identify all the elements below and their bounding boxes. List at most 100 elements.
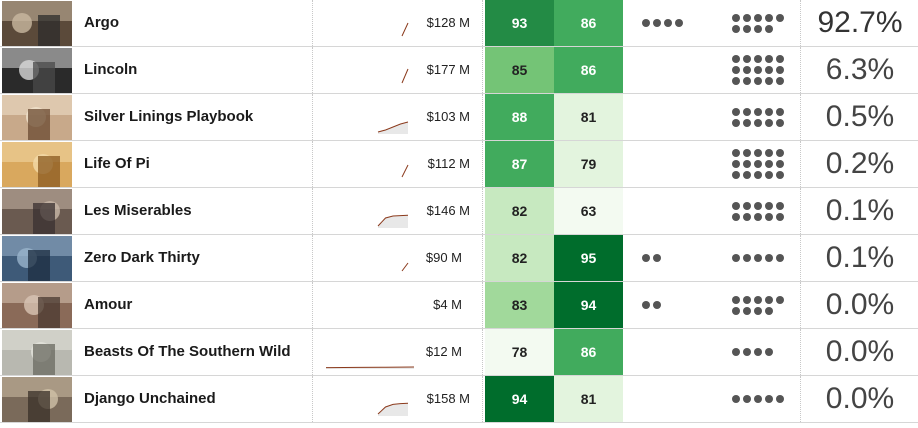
dot [732,171,740,179]
wins-dots [732,376,784,422]
dot [765,348,773,356]
dot [754,171,762,179]
movie-title[interactable]: Argo [84,14,119,31]
column-divider [312,47,313,93]
movie-row[interactable]: Silver Linings Playbook $103 M 88 81 0.5% [0,94,918,141]
audience-score-cell: 79 [554,141,623,187]
column-divider [800,376,801,422]
dot-grid-b [732,295,784,315]
column-divider [800,282,801,328]
dot [642,19,650,27]
sparkline-area [378,122,408,134]
dot [732,118,740,127]
dot [642,301,650,309]
movie-title[interactable]: Zero Dark Thirty [84,249,200,266]
box-office-gross: $177 M [426,62,470,77]
movie-title[interactable]: Beasts Of The Southern Wild [84,343,291,360]
win-probability: 92.7% [817,6,903,39]
column-divider [800,235,801,281]
movie-title[interactable]: Silver Linings Playbook [84,108,254,125]
win-probability: 0.0% [825,382,895,415]
dot [743,306,751,315]
dot [732,107,740,116]
dot [765,66,773,74]
dot [776,149,784,157]
zero-dark-thirty-poster-thumbnail [2,236,72,281]
win-probability: 0.5% [825,100,895,133]
dot [732,212,740,221]
dot [743,118,751,127]
dot [743,212,751,221]
dot [776,295,784,304]
sparkline-line [377,121,409,133]
wins-dots [732,0,784,46]
audience-score-cell: 86 [554,47,623,93]
column-divider [312,329,313,375]
dot [732,254,740,262]
dot [732,149,740,157]
dot-grid-b [732,201,784,221]
movie-title[interactable]: Amour [84,296,133,313]
dot [743,295,751,304]
dot [754,77,762,85]
dot [743,171,751,179]
sparkline-line [401,262,409,272]
dot [765,107,773,116]
movie-row[interactable]: Lincoln $177 M 85 86 6.3% [0,47,918,94]
dot [664,19,672,27]
dot [765,77,773,85]
dot [754,160,762,168]
dot [653,19,661,27]
dot-grid-a [642,19,683,27]
movie-row[interactable]: Argo $128 M 93 86 92.7% [0,0,918,47]
nominations-dots [642,0,683,46]
movie-row[interactable]: Life Of Pi $112 M 87 79 0.2% [0,141,918,188]
dot [675,19,683,27]
dot [732,160,740,168]
dot [743,348,751,356]
dot [743,160,751,168]
audience-score-cell: 86 [554,0,623,46]
box-office-gross: $90 M [425,250,462,265]
dot [776,118,784,127]
dot [743,201,751,210]
sparkline-line [401,164,409,178]
movie-title[interactable]: Life Of Pi [84,155,150,172]
nominations-dots [642,282,661,328]
dot [776,107,784,116]
column-divider [800,329,801,375]
win-probability: 0.0% [825,288,895,321]
dot [776,77,784,85]
movie-row[interactable]: Zero Dark Thirty $90 M 82 95 0.1% [0,235,918,282]
movie-row[interactable]: Amour $4 M 83 94 0.0% [0,282,918,329]
wins-dots [732,94,784,140]
movie-title[interactable]: Django Unchained [84,390,216,407]
dot [754,254,762,262]
dot [732,77,740,85]
column-divider [800,188,801,234]
box-office-sparkline [401,262,409,272]
movie-title[interactable]: Lincoln [84,61,138,78]
column-divider [800,47,801,93]
movie-row[interactable]: Django Unchained $158 M 94 81 0.0% [0,376,918,423]
django-unchained-poster-thumbnail [2,377,72,422]
movie-title[interactable]: Les Miserables [84,202,192,219]
dot [732,66,740,74]
dot [776,212,784,221]
dot-grid-b [732,13,784,33]
critic-score-cell: 82 [485,188,554,234]
win-probability: 0.2% [825,147,895,180]
dot [743,55,751,63]
column-divider [482,94,483,140]
win-probability: 0.1% [825,241,895,274]
beasts-of-the-southern-wild-poster-thumbnail [2,330,72,375]
movie-row[interactable]: Les Miserables $146 M 82 63 0.1% [0,188,918,235]
audience-score-cell: 81 [554,376,623,422]
dot [765,160,773,168]
dot [765,201,773,210]
life-of-pi-poster-thumbnail [2,142,72,187]
movie-row[interactable]: Beasts Of The Southern Wild $12 M 78 86 0.0% [0,329,918,376]
dot [653,301,661,309]
column-divider [800,94,801,140]
column-divider [482,329,483,375]
